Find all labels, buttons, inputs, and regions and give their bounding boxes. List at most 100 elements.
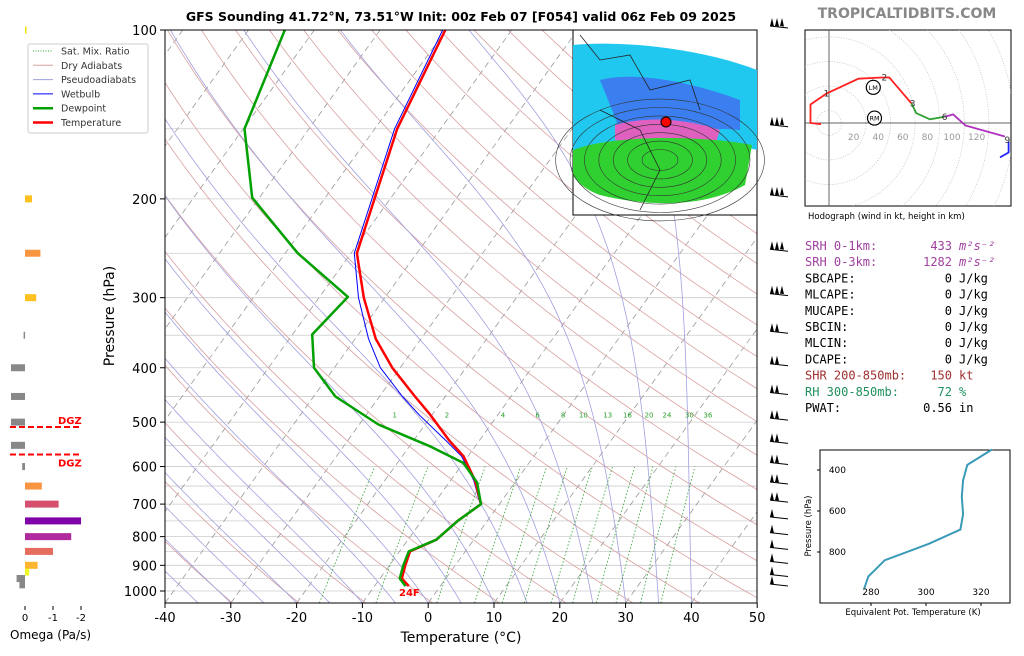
wind-barb-flag	[770, 323, 774, 332]
wind-barb-flag	[775, 323, 779, 332]
stat-unit: in	[959, 401, 973, 415]
stat-label: MUCAPE:	[805, 304, 856, 318]
stat-label: SBCIN:	[805, 320, 848, 334]
legend-label: Pseudoadiabats	[61, 75, 136, 86]
wind-barb-flag	[770, 509, 774, 518]
stat-value: 0.56	[923, 401, 952, 415]
wind-barb-flag	[770, 18, 774, 27]
omega-bar	[25, 250, 40, 257]
omega-bar	[11, 393, 25, 400]
omega-axis-label: Omega (Pa/s)	[10, 628, 91, 642]
dgz-label: DGZ	[58, 458, 82, 469]
y-tick-label: 600	[132, 461, 157, 476]
stat-unit: J/kg	[959, 336, 988, 350]
wind-barb-flag	[770, 187, 774, 196]
mixing-ratio-line	[502, 467, 546, 603]
legend-label: Dry Adiabats	[61, 61, 122, 72]
y-axis-label: Pressure (hPa)	[102, 266, 118, 366]
wind-barb-flag	[775, 18, 779, 27]
y-tick-label: 500	[132, 416, 157, 431]
wind-barb-flag	[770, 576, 774, 585]
mixing-ratio-line	[524, 467, 567, 603]
stat-unit: m²s⁻²	[958, 255, 995, 269]
wind-barb-flag	[770, 410, 774, 419]
isotherm-line	[99, 30, 511, 603]
pseudoadiabat-line	[244, 30, 593, 603]
hodograph-ring-label: 100	[943, 133, 960, 143]
theta-e-ylabel: Pressure (hPa)	[804, 496, 814, 557]
omega-bar	[25, 562, 38, 569]
wind-barb-flag	[780, 18, 784, 27]
x-tick-label: 20	[552, 611, 569, 626]
dry-adiabat-line	[65, 30, 633, 603]
stat-value: 0	[945, 320, 952, 334]
mixing-ratio-label: 10	[579, 412, 588, 420]
stat-value: 0	[945, 271, 952, 285]
wind-barb-flag	[770, 553, 774, 562]
stat-unit: J/kg	[959, 288, 988, 302]
mixing-ratio-label: 2	[445, 412, 449, 420]
stat-label: SRH 0-1km:	[805, 239, 877, 253]
omega-bar	[25, 195, 32, 202]
omega-bar	[17, 575, 25, 582]
mixing-ratio-line	[641, 467, 676, 603]
x-tick-label: 0	[424, 611, 432, 626]
chart-title: GFS Sounding 41.72°N, 73.51°W Init: 00z …	[186, 9, 736, 24]
wind-barb-flag	[770, 474, 774, 483]
omega-bar	[24, 332, 26, 339]
hodograph-height-label: 1	[824, 89, 830, 99]
omega-tick-label: 0	[22, 613, 28, 624]
stat-label: SBCAPE:	[805, 271, 856, 285]
wind-barb-flag	[780, 117, 784, 126]
wind-barb-flag	[770, 539, 774, 548]
stat-unit: J/kg	[959, 271, 988, 285]
omega-bar	[11, 364, 25, 371]
stat-value: 0	[945, 336, 952, 350]
stat-label: PWAT:	[805, 401, 841, 415]
dewpoint-profile-line	[245, 30, 482, 586]
wind-barb-flag	[780, 241, 784, 250]
stat-label: RH 300-850mb:	[805, 385, 899, 399]
hodograph-height-label: 2	[881, 73, 887, 83]
omega-bar	[25, 569, 29, 576]
omega-tick-label: -1	[48, 613, 58, 624]
legend-label: Dewpoint	[61, 104, 106, 115]
stat-label: MLCIN:	[805, 336, 848, 350]
mixing-ratio-label: 24	[663, 412, 672, 420]
temperature-profile-line	[357, 30, 481, 586]
omega-bar	[25, 27, 27, 34]
stat-value: 0	[945, 352, 952, 366]
hodograph-ring-label: 80	[922, 133, 934, 143]
x-tick-label: -10	[352, 611, 373, 626]
omega-bar	[25, 501, 59, 508]
hodograph-ring-label: 40	[872, 133, 884, 143]
y-tick-label: 1000	[124, 585, 157, 600]
x-tick-label: -40	[154, 611, 175, 626]
pseudoadiabat-line	[170, 30, 560, 603]
omega-bar	[22, 463, 25, 470]
surface-temp-f-label: 24F	[399, 588, 420, 599]
wind-barb-flag	[775, 410, 779, 419]
stat-value: 150	[930, 369, 952, 383]
omega-bar	[11, 419, 25, 426]
x-tick-label: 10	[486, 611, 503, 626]
stat-value: 72	[938, 385, 952, 399]
isotherm-line	[165, 30, 577, 603]
skewt-profiles	[245, 30, 482, 586]
omega-bar	[25, 548, 53, 555]
mixing-ratio-line	[551, 467, 592, 603]
wind-barb-flag	[780, 286, 784, 295]
mixing-ratio-label: 13	[603, 412, 612, 420]
wind-barb-flag	[770, 492, 774, 501]
stat-value: 1282	[923, 255, 952, 269]
x-tick-label: 30	[617, 611, 634, 626]
wind-barb-flag	[775, 474, 779, 483]
theta-e-xlabel: Equivalent Pot. Temperature (K)	[845, 608, 980, 618]
storm-motion-label: LM	[869, 84, 878, 92]
omega-bar	[25, 294, 36, 301]
